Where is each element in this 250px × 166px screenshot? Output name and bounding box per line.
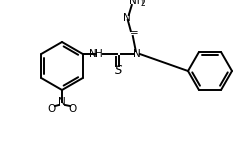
Text: H: H (94, 49, 102, 59)
Text: =: = (129, 28, 138, 38)
Text: 2: 2 (140, 0, 144, 7)
Text: S: S (114, 64, 122, 77)
Text: NH: NH (128, 0, 144, 6)
Text: O: O (68, 104, 77, 114)
Text: O: O (48, 104, 56, 114)
Text: N: N (89, 49, 97, 59)
Text: N: N (132, 49, 140, 59)
Text: N: N (58, 97, 66, 107)
Text: N: N (122, 13, 130, 23)
